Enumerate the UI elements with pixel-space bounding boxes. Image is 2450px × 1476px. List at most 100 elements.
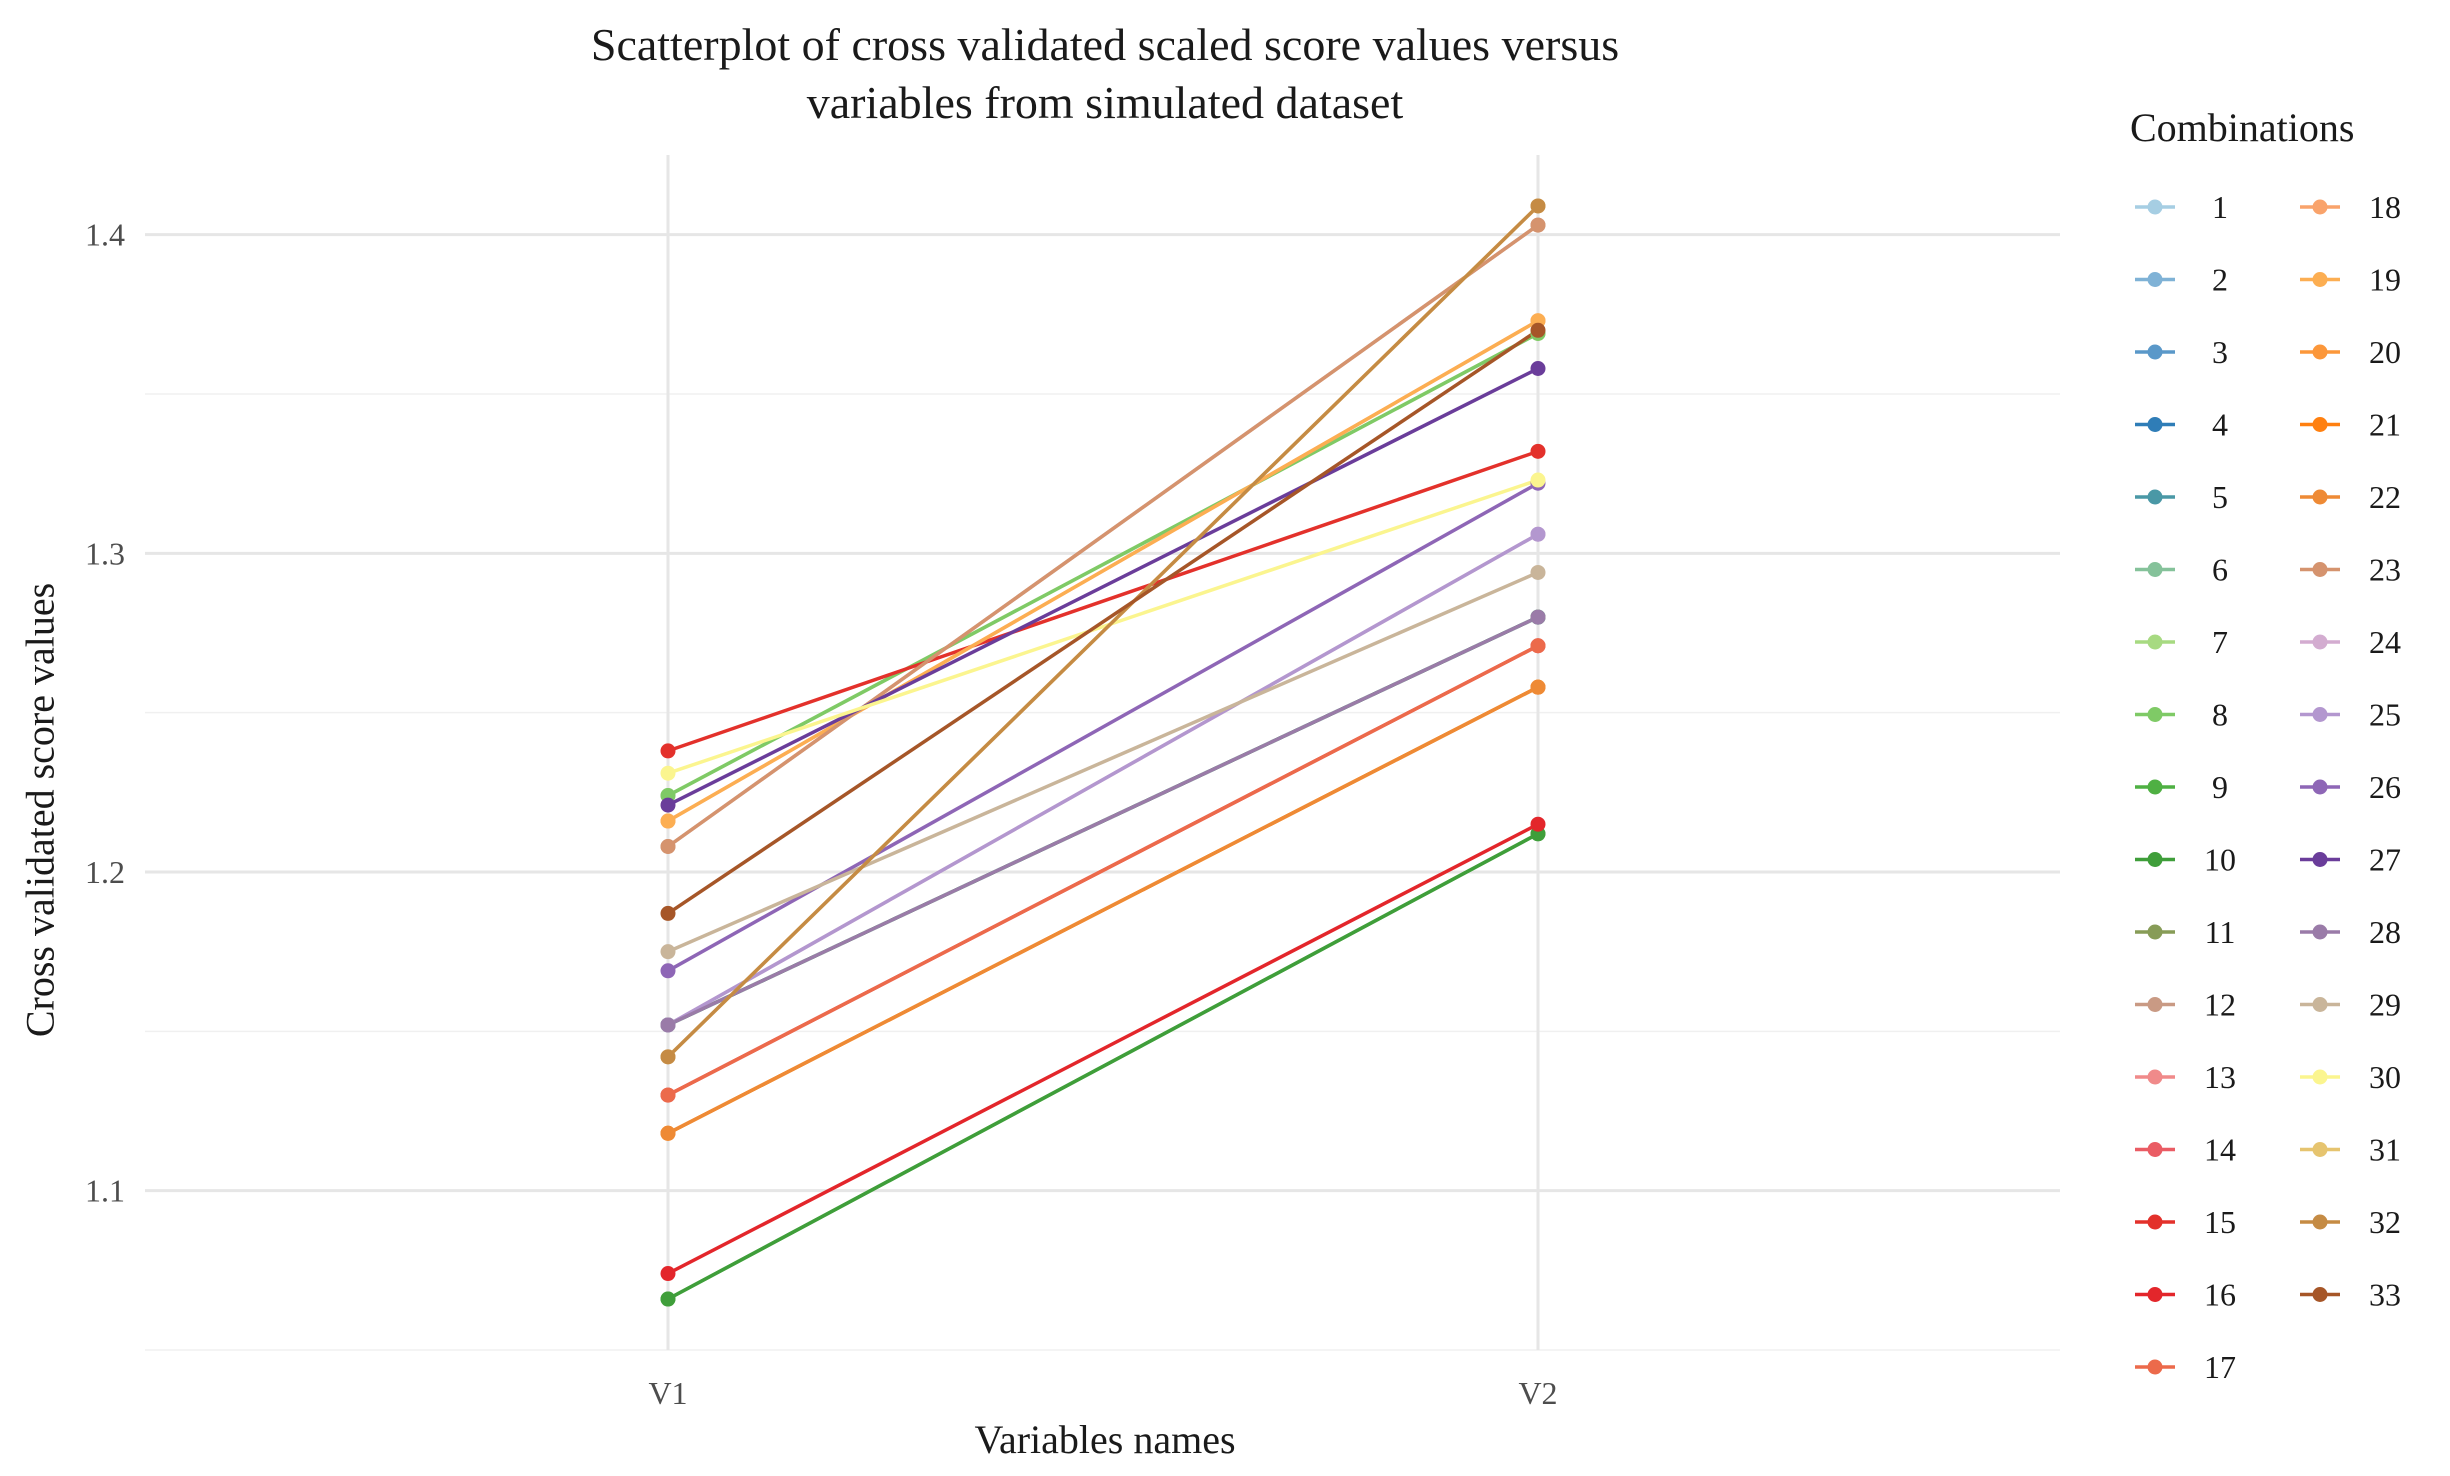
legend-label-25: 25 (2369, 697, 2401, 733)
data-point-16-V2 (1530, 816, 1546, 832)
series-points (660, 198, 1546, 1307)
legend-label-2: 2 (2212, 262, 2228, 298)
legend-key-point-31 (2312, 1142, 2328, 1157)
x-tick-label: V1 (648, 1375, 687, 1411)
legend-key-point-14 (2147, 1142, 2163, 1157)
legend-label-17: 17 (2204, 1349, 2236, 1385)
data-point-22-V2 (1530, 679, 1546, 695)
data-point-15-V2 (1530, 443, 1546, 459)
series-line-10 (667, 832, 1539, 1301)
legend-key-point-17 (2147, 1359, 2163, 1375)
chart-title-line-1: Scatterplot of cross validated scaled sc… (590, 19, 1620, 70)
legend-label-32: 32 (2369, 1204, 2401, 1240)
legend-label-5: 5 (2212, 479, 2228, 515)
x-axis-ticks: V1 V2 (648, 1375, 1557, 1411)
legend-key-point-18 (2312, 199, 2328, 215)
series-line-15 (667, 449, 1539, 753)
series-lines (666, 204, 1540, 1301)
series-line-17 (667, 644, 1539, 1097)
legend-key-point-16 (2147, 1287, 2163, 1302)
legend-label-4: 4 (2212, 407, 2228, 443)
legend-key-point-2 (2147, 272, 2163, 287)
legend-label-19: 19 (2369, 262, 2401, 298)
legend-key-point-32 (2312, 1214, 2328, 1230)
legend-label-30: 30 (2369, 1059, 2401, 1095)
data-point-30-V1 (660, 765, 676, 781)
legend-key-point-9 (2147, 779, 2163, 795)
legend-label-20: 20 (2369, 334, 2401, 370)
grid (145, 155, 2060, 1351)
data-point-32-V1 (660, 1049, 676, 1065)
legend-label-29: 29 (2369, 987, 2401, 1023)
y-tick-label: 1.2 (85, 854, 125, 890)
y-axis-ticks: 1.1 1.2 1.3 1.4 (85, 217, 125, 1209)
legend-key-point-3 (2147, 344, 2163, 360)
legend-key-point-6 (2147, 562, 2163, 577)
data-point-23-V2 (1530, 217, 1546, 233)
legend-key-point-7 (2147, 634, 2163, 650)
data-point-22-V1 (660, 1125, 676, 1141)
chart-title-line-2: variables from simulated dataset (806, 77, 1404, 128)
series-line-23 (666, 223, 1540, 848)
legend-label-31: 31 (2369, 1132, 2401, 1168)
legend-key-point-5 (2147, 489, 2163, 505)
legend-key-point-4 (2147, 417, 2163, 432)
series-line-22 (667, 685, 1539, 1135)
legend-label-33: 33 (2369, 1277, 2401, 1313)
legend-label-22: 22 (2369, 479, 2401, 515)
legend-key-point-19 (2312, 272, 2328, 287)
legend-label-13: 13 (2204, 1059, 2236, 1095)
legend-key-point-20 (2312, 344, 2328, 360)
legend-label-9: 9 (2212, 769, 2228, 805)
legend-title: Combinations (2130, 105, 2355, 150)
y-tick-label: 1.4 (85, 217, 125, 253)
legend-key-point-33 (2312, 1287, 2328, 1302)
data-point-16-V1 (660, 1266, 676, 1282)
data-point-19-V1 (660, 813, 676, 829)
legend-key-point-30 (2312, 1069, 2328, 1085)
legend-key-point-25 (2312, 707, 2328, 722)
legend-label-16: 16 (2204, 1277, 2236, 1313)
legend-label-8: 8 (2212, 697, 2228, 733)
legend: 1234567891011121314151617181920212223242… (2135, 189, 2401, 1385)
legend-key-point-15 (2147, 1214, 2163, 1230)
legend-key-point-1 (2147, 199, 2163, 215)
data-point-17-V1 (660, 1087, 676, 1103)
legend-label-3: 3 (2212, 334, 2228, 370)
data-point-26-V1 (660, 963, 676, 979)
legend-key-point-29 (2312, 997, 2328, 1012)
y-tick-label: 1.3 (85, 535, 125, 571)
legend-label-28: 28 (2369, 914, 2401, 950)
legend-key-point-23 (2312, 562, 2328, 577)
data-point-15-V1 (660, 743, 676, 759)
data-point-32-V2 (1530, 198, 1546, 214)
legend-label-23: 23 (2369, 552, 2401, 588)
x-tick-label: V2 (1518, 1375, 1557, 1411)
data-point-25-V2 (1530, 526, 1546, 542)
legend-label-12: 12 (2204, 987, 2236, 1023)
data-point-33-V1 (660, 905, 676, 921)
series-line-32 (666, 204, 1540, 1059)
legend-key-point-27 (2312, 852, 2328, 867)
y-tick-label: 1.1 (85, 1173, 125, 1209)
legend-key-point-22 (2312, 489, 2328, 505)
series-line-16 (667, 822, 1539, 1276)
series-line-29 (667, 570, 1539, 954)
legend-label-11: 11 (2205, 914, 2236, 950)
legend-key-point-24 (2312, 634, 2328, 650)
legend-key-point-8 (2147, 707, 2163, 722)
legend-label-15: 15 (2204, 1204, 2236, 1240)
legend-label-24: 24 (2369, 624, 2401, 660)
legend-label-14: 14 (2204, 1132, 2236, 1168)
legend-label-21: 21 (2369, 407, 2401, 443)
legend-label-26: 26 (2369, 769, 2401, 805)
legend-key-point-13 (2147, 1069, 2163, 1085)
legend-key-point-10 (2147, 852, 2163, 867)
series-line-19 (667, 319, 1539, 823)
series-line-33 (667, 328, 1539, 915)
data-point-27-V2 (1530, 361, 1546, 377)
legend-label-1: 1 (2212, 189, 2228, 225)
legend-label-10: 10 (2204, 842, 2236, 878)
legend-label-6: 6 (2212, 552, 2228, 588)
data-point-27-V1 (660, 797, 676, 813)
